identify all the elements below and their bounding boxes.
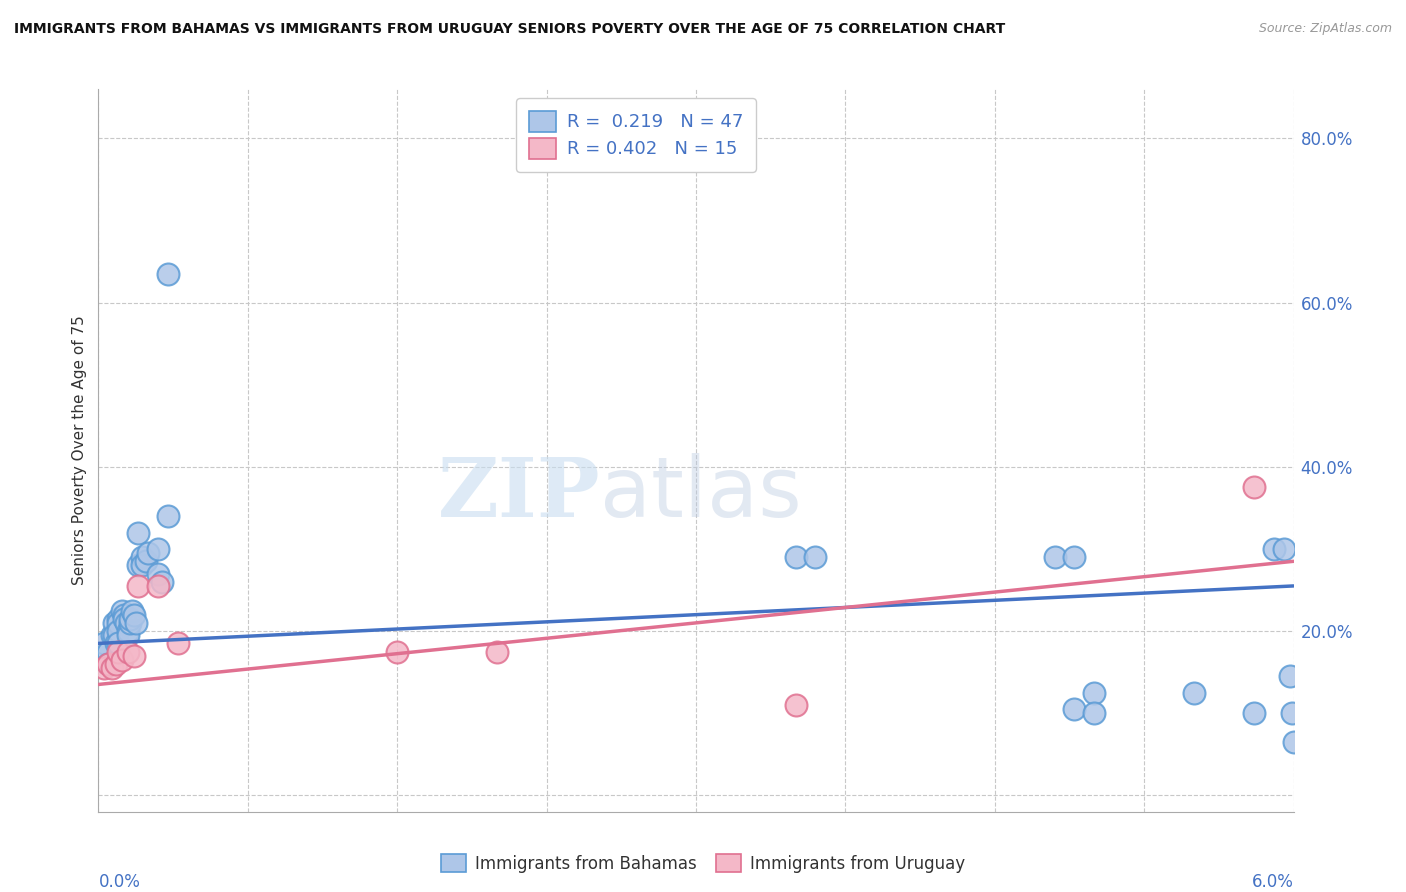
Point: [127, 558, 149, 573]
Text: atlas: atlas: [600, 453, 801, 534]
Point: [117, 645, 139, 659]
Point: [101, 661, 124, 675]
Point: [120, 615, 142, 630]
Point: [111, 603, 134, 617]
Y-axis label: Seniors Poverty Over the Age of 75: Seniors Poverty Over the Age of 75: [72, 316, 87, 585]
Point: [107, 645, 129, 659]
Point: [127, 525, 149, 540]
Point: [93, 661, 115, 675]
Point: [1083, 706, 1105, 721]
Point: [1063, 702, 1085, 716]
Point: [124, 648, 146, 663]
Point: [1278, 669, 1301, 683]
Point: [93, 636, 115, 650]
Point: [1281, 706, 1303, 721]
Point: [157, 267, 180, 281]
Point: [131, 558, 153, 573]
Point: [124, 607, 146, 622]
Point: [101, 628, 124, 642]
Point: [148, 566, 170, 581]
Point: [135, 554, 157, 568]
Point: [97, 657, 120, 671]
Point: [167, 636, 190, 650]
Point: [485, 645, 508, 659]
Point: [127, 579, 149, 593]
Point: [1182, 686, 1205, 700]
Point: [1282, 735, 1305, 749]
Point: [1083, 686, 1105, 700]
Point: [157, 509, 180, 524]
Text: IMMIGRANTS FROM BAHAMAS VS IMMIGRANTS FROM URUGUAY SENIORS POVERTY OVER THE AGE : IMMIGRANTS FROM BAHAMAS VS IMMIGRANTS FR…: [14, 22, 1005, 37]
Point: [103, 628, 125, 642]
Point: [105, 636, 128, 650]
Point: [107, 636, 129, 650]
Point: [125, 615, 148, 630]
Point: [117, 628, 139, 642]
Point: [785, 550, 807, 565]
Text: 6.0%: 6.0%: [1251, 873, 1294, 891]
Point: [785, 698, 807, 712]
Point: [120, 612, 142, 626]
Point: [1272, 541, 1295, 556]
Point: [112, 607, 135, 622]
Text: 0.0%: 0.0%: [98, 873, 141, 891]
Point: [131, 550, 153, 565]
Point: [97, 657, 120, 671]
Point: [107, 612, 129, 626]
Text: Source: ZipAtlas.com: Source: ZipAtlas.com: [1258, 22, 1392, 36]
Point: [1243, 480, 1265, 494]
Point: [107, 624, 129, 639]
Legend: R =  0.219   N = 47, R = 0.402   N = 15: R = 0.219 N = 47, R = 0.402 N = 15: [516, 98, 756, 171]
Point: [103, 615, 125, 630]
Point: [105, 657, 128, 671]
Point: [804, 550, 827, 565]
Text: ZIP: ZIP: [437, 454, 600, 533]
Point: [150, 574, 173, 589]
Point: [148, 541, 170, 556]
Point: [97, 645, 120, 659]
Point: [1263, 541, 1285, 556]
Point: [385, 645, 409, 659]
Point: [1063, 550, 1085, 565]
Point: [148, 579, 170, 593]
Point: [111, 653, 134, 667]
Point: [1043, 550, 1066, 565]
Point: [136, 546, 159, 560]
Point: [112, 612, 135, 626]
Point: [115, 615, 138, 630]
Point: [121, 603, 143, 617]
Point: [117, 624, 139, 639]
Point: [1243, 706, 1265, 721]
Point: [107, 615, 129, 630]
Legend: Immigrants from Bahamas, Immigrants from Uruguay: Immigrants from Bahamas, Immigrants from…: [434, 847, 972, 880]
